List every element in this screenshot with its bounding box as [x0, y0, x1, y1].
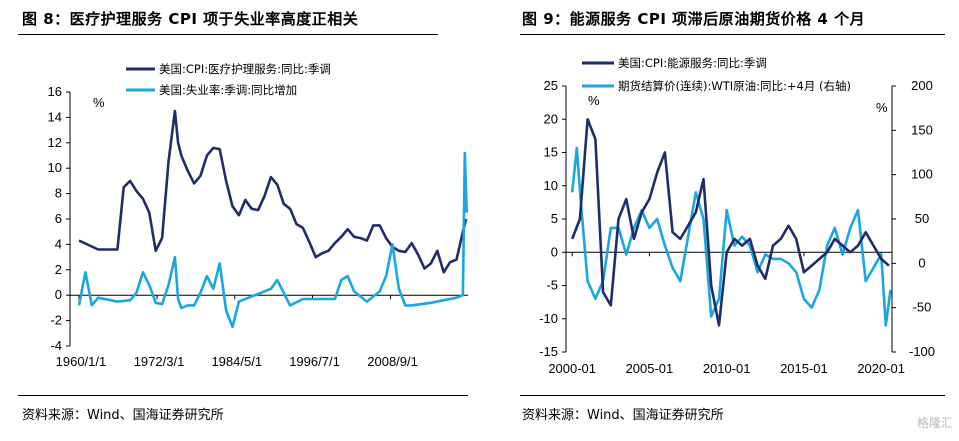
right-source: 资料来源：Wind、国海证券研究所 — [522, 408, 724, 423]
right-title-divider — [520, 34, 945, 35]
right-y-tick-label: -15 — [539, 344, 558, 359]
left-legend-label-2: 美国:失业率:季调:同比增加 — [159, 83, 297, 97]
right-series-line-2 — [570, 146, 892, 327]
left-y-tick-label: 14 — [48, 109, 62, 124]
right-y2-tick-label: 50 — [915, 211, 929, 226]
left-y-tick-label: 16 — [48, 84, 62, 99]
right-chart-title: 图 9：能源服务 CPI 项滞后原油期货价格 4 个月 — [522, 10, 866, 28]
watermark-logo: 格隆汇 — [916, 416, 953, 430]
left-unit-label: % — [93, 95, 105, 110]
right-y2-tick-label: 100 — [911, 167, 933, 182]
left-y-tick-label: 4 — [55, 236, 62, 251]
right-x-tick-label: 2010-01 — [703, 361, 751, 376]
right-y-tick-label: -5 — [546, 278, 558, 293]
right-y2-tick-label: 0 — [918, 255, 925, 270]
left-x-tick-label: 1984/5/1 — [211, 354, 262, 369]
right-chart: -15-10-50510152025-100-50050100150200200… — [539, 56, 935, 376]
right-y2-tick-label: 200 — [911, 78, 933, 93]
right-y2-tick-label: 150 — [911, 122, 933, 137]
right-y2-tick-label: -100 — [909, 344, 935, 359]
right-unit-right-label: % — [876, 100, 888, 115]
right-x-tick-label: 2000-01 — [548, 361, 596, 376]
right-legend-label-1: 美国:CPI:能源服务:同比:季调 — [618, 56, 767, 70]
left-y-tick-label: 6 — [55, 211, 62, 226]
left-x-tick-label: 1996/7/1 — [289, 354, 340, 369]
right-y-tick-label: 10 — [544, 178, 558, 193]
left-x-tick-label: 1960/1/1 — [56, 354, 107, 369]
left-chart-title: 图 8：医疗护理服务 CPI 项于失业率高度正相关 — [22, 10, 359, 28]
left-y-tick-label: -2 — [50, 313, 62, 328]
right-series-line-1 — [570, 118, 890, 327]
right-x-tick-label: 2020-01 — [857, 361, 905, 376]
right-unit-left-label: % — [588, 93, 600, 108]
right-y-tick-label: 20 — [544, 111, 558, 126]
left-y-tick-label: 0 — [55, 287, 62, 302]
left-source: 资料来源：Wind、国海证券研究所 — [22, 408, 224, 423]
left-legend-label-1: 美国:CPI:医疗护理服务:同比:季调 — [159, 62, 331, 76]
left-y-tick-label: 8 — [55, 186, 62, 201]
left-y-tick-label: 2 — [55, 262, 62, 277]
left-title-divider — [18, 34, 438, 35]
left-y-tick-label: -4 — [50, 338, 62, 353]
right-y-tick-label: 5 — [551, 211, 558, 226]
left-x-tick-label: 2008/9/1 — [367, 354, 418, 369]
right-x-tick-label: 2005-01 — [626, 361, 674, 376]
left-series-line-1 — [78, 109, 468, 274]
right-footer-divider — [520, 395, 945, 396]
left-footer-divider — [18, 395, 468, 396]
right-y-tick-label: 15 — [544, 145, 558, 160]
left-series-line-2 — [77, 151, 468, 329]
right-legend-label-2: 期货结算价(连续):WTI原油:同比:+4月 (右轴) — [618, 79, 851, 93]
right-y-tick-label: 0 — [551, 244, 558, 259]
right-y2-tick-label: -50 — [913, 300, 932, 315]
left-x-tick-label: 1972/3/1 — [134, 354, 185, 369]
right-x-tick-label: 2015-01 — [780, 361, 828, 376]
left-y-tick-label: 12 — [48, 135, 62, 150]
right-y-tick-label: 25 — [544, 78, 558, 93]
left-chart: -4 -2 0 2 4 6 8 10 12 14 16 1960/1/1 1972/3/1 1984/5/… — [48, 62, 468, 369]
right-y-tick-label: -10 — [539, 311, 558, 326]
left-y-tick-label: 10 — [48, 160, 62, 175]
